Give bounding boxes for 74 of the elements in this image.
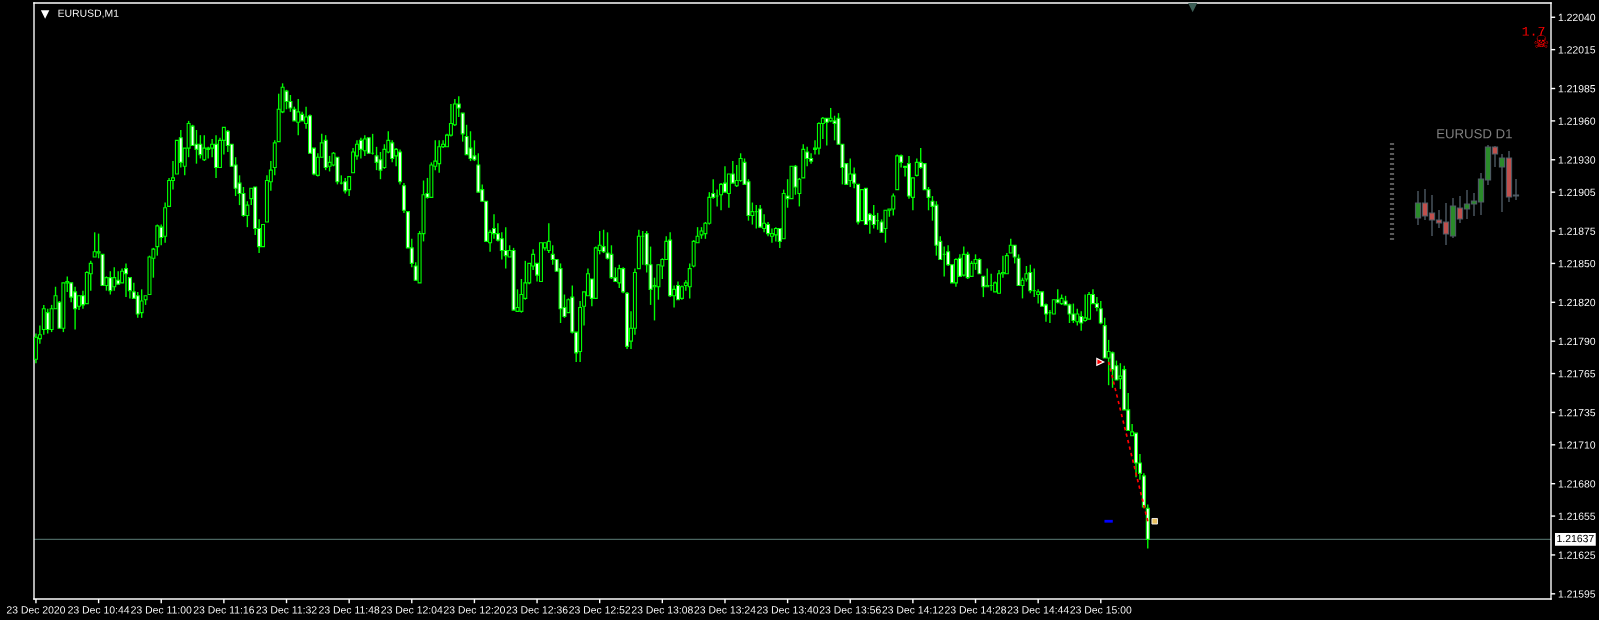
y-tick-label: 1.21850 [1558, 259, 1596, 268]
candlestick [758, 204, 763, 228]
candlestick [155, 223, 160, 257]
x-tick-label: 23 Dec 12:20 [443, 606, 505, 614]
x-tick-label: 23 Dec 11:00 [131, 606, 192, 614]
candlestick [1071, 302, 1076, 324]
x-tick-label: 23 Dec 13:08 [631, 606, 693, 614]
y-tick-label: 1.21875 [1558, 227, 1596, 235]
x-tick-label: 23 Dec 14:44 [1007, 606, 1069, 614]
y-tick-label: 1.21985 [1558, 85, 1596, 93]
candlestick [965, 251, 970, 280]
candlestick [194, 129, 199, 165]
y-tick-label: 1.21680 [1558, 480, 1596, 488]
x-tick-label: 23 Dec 15:00 [1070, 606, 1132, 614]
candlestick [116, 270, 121, 285]
candlestick [92, 231, 97, 258]
x-tick-label: 23 Dec 11:32 [256, 606, 317, 614]
x-tick-label: 23 Dec 12:52 [569, 606, 631, 614]
x-tick-label: 23 Dec 12:36 [506, 606, 568, 614]
candlestick [358, 137, 363, 160]
x-tick-label: 23 Dec 12:04 [381, 606, 443, 614]
y-tick-label: 1.21905 [1558, 188, 1596, 197]
candlestick [390, 139, 395, 164]
x-tick-label: 23 Dec 14:12 [882, 606, 944, 614]
text: EURUSD,M1 [58, 9, 119, 19]
candlestick [617, 264, 622, 289]
candlestick [883, 209, 888, 244]
y-tick-label: 1.21790 [1558, 337, 1596, 346]
candlestick [112, 266, 117, 292]
y-tick-label: 1.21595 [1558, 590, 1596, 598]
x-tick-label: 23 Dec 11:16 [193, 606, 255, 614]
chart-title: EURUSD D1 [1437, 129, 1512, 139]
candlestick [468, 130, 473, 162]
candlestick [347, 175, 352, 197]
candlestick [719, 182, 724, 211]
candlestick [961, 245, 966, 278]
x-tick-label: 23 Dec 2020 [6, 606, 66, 614]
candlestick [985, 267, 990, 288]
candlestick [891, 192, 896, 217]
y-tick-label: 1.21765 [1558, 370, 1596, 378]
ref-line-label: 1.21637 [1557, 534, 1594, 543]
x-tick-label: 23 Dec 13:40 [757, 606, 819, 614]
candlestick [981, 275, 986, 298]
x-tick-label: 23 Dec 11:48 [319, 606, 380, 614]
candlestick [848, 157, 853, 188]
candlestick [503, 226, 508, 270]
y-tick-label: 1.22040 [1558, 13, 1596, 22]
candlestick [832, 115, 837, 142]
candlestick [108, 270, 113, 296]
y-tick-label: 1.22015 [1558, 46, 1596, 54]
candlestick [45, 308, 50, 335]
candlestick [953, 257, 958, 288]
y-tick-label: 1.21960 [1558, 117, 1596, 125]
candlestick [519, 278, 524, 314]
candlestick [1028, 264, 1033, 294]
candlestick [687, 262, 692, 300]
candlestick [437, 139, 442, 174]
candlestick [139, 288, 144, 319]
x-tick-label: 23 Dec 13:24 [694, 606, 756, 614]
candlestick [362, 134, 367, 157]
y-tick-label: 1.21820 [1558, 298, 1596, 307]
y-tick-label: 1.21625 [1558, 551, 1596, 559]
x-tick-label: 23 Dec 14:28 [945, 606, 1007, 614]
y-tick-label: 1.21930 [1558, 156, 1596, 164]
x-tick-label: 23 Dec 10:44 [68, 606, 130, 614]
candlestick [871, 204, 876, 230]
annotation: 1.7 [1522, 26, 1545, 36]
candlestick [135, 291, 140, 319]
y-tick-label: 1.21710 [1558, 441, 1596, 449]
y-tick-label: 1.21655 [1558, 512, 1596, 520]
y-tick-label: 1.21735 [1558, 408, 1596, 417]
candlestick [198, 134, 203, 160]
x-tick-label: 23 Dec 13:56 [819, 606, 881, 614]
candlestick [824, 117, 829, 147]
